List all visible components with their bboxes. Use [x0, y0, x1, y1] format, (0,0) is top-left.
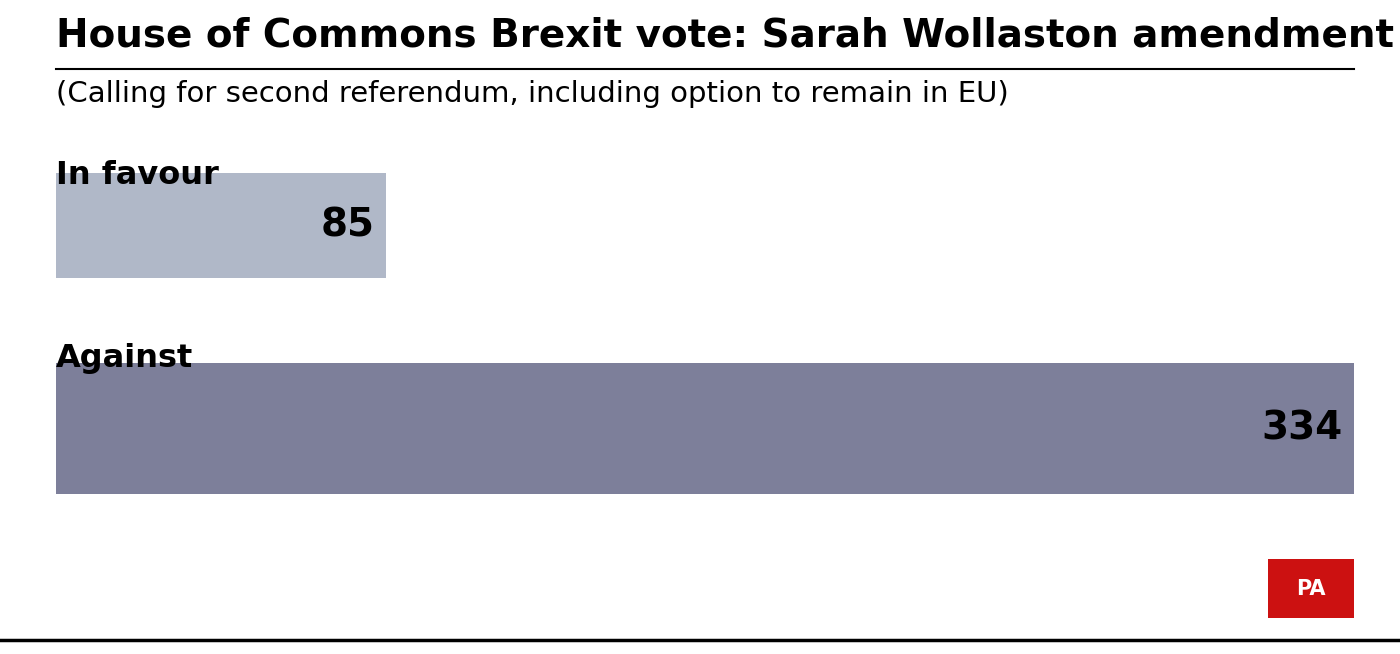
- Bar: [56, 173, 386, 278]
- Text: Against: Against: [56, 343, 193, 374]
- Text: (Calling for second referendum, including option to remain in EU): (Calling for second referendum, includin…: [56, 80, 1009, 108]
- Bar: [56, 363, 1354, 494]
- Text: House of Commons Brexit vote: Sarah Wollaston amendment: House of Commons Brexit vote: Sarah Woll…: [56, 16, 1394, 54]
- Text: In favour: In favour: [56, 160, 218, 191]
- Bar: [1268, 559, 1354, 618]
- Text: PA: PA: [1296, 579, 1326, 598]
- Text: 334: 334: [1261, 409, 1343, 447]
- Text: 85: 85: [321, 207, 375, 245]
